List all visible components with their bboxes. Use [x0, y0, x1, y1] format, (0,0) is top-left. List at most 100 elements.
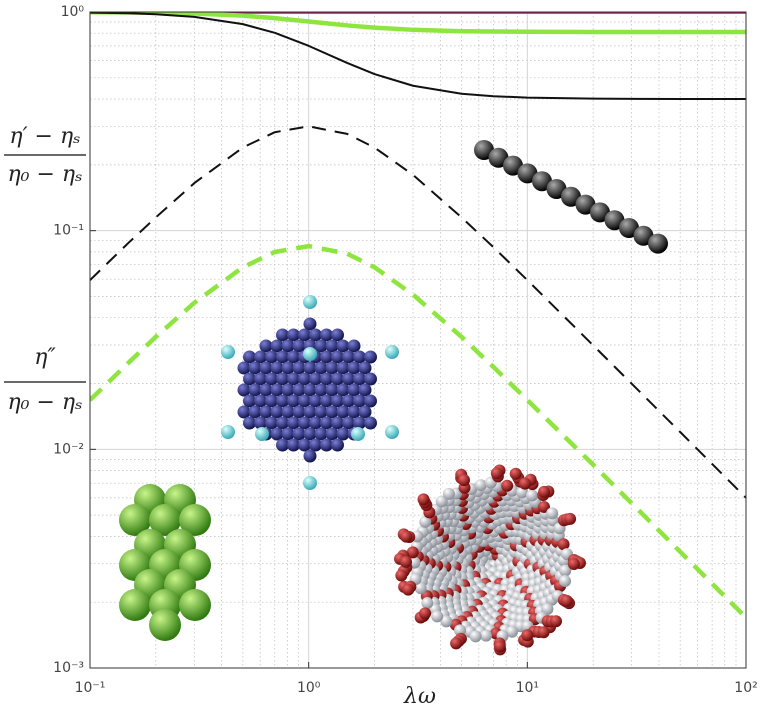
sphere [303, 347, 317, 361]
sphere [358, 361, 372, 375]
sphere [400, 530, 413, 543]
sphere [474, 479, 487, 492]
sphere [314, 339, 328, 353]
sphere [309, 438, 322, 452]
sphere [417, 493, 430, 506]
sphere [221, 425, 235, 439]
sphere [298, 394, 311, 408]
sphere [331, 416, 344, 430]
sphere [303, 317, 317, 331]
sphere [325, 405, 339, 419]
sphere [342, 416, 355, 430]
sphere [353, 350, 366, 364]
sphere [395, 569, 408, 582]
sphere [325, 361, 339, 375]
sphere [353, 394, 366, 408]
sphere [254, 394, 267, 408]
sphere [325, 339, 339, 353]
sphere [270, 383, 284, 397]
sphere [254, 372, 267, 386]
sphere [400, 555, 413, 568]
sphere [537, 626, 550, 639]
sphere [254, 350, 267, 364]
sphere [281, 405, 295, 419]
sphere [364, 416, 377, 430]
line-series [90, 12, 746, 35]
y-label-upper-numerator: η′ − ηₛ [9, 124, 80, 149]
line-series [90, 125, 746, 499]
sphere [537, 500, 550, 513]
sphere [406, 546, 419, 559]
sphere [281, 383, 295, 397]
sphere [506, 625, 519, 638]
sphere [149, 609, 181, 641]
sphere [521, 629, 534, 642]
sphere [480, 629, 493, 642]
sphere [364, 394, 377, 408]
sphere [320, 394, 333, 408]
sphere [353, 372, 366, 386]
sphere [546, 507, 559, 520]
sphere [298, 372, 311, 386]
sphere [303, 295, 317, 309]
sphere [303, 449, 317, 463]
sphere [276, 350, 289, 364]
sphere [314, 405, 328, 419]
sphere [385, 345, 399, 359]
sphere [501, 479, 514, 492]
y-tick-label: 10⁰ [61, 4, 85, 20]
sphere [320, 372, 333, 386]
sphere [342, 394, 355, 408]
sphere [331, 394, 344, 408]
sphere [270, 361, 284, 375]
sphere [265, 372, 278, 386]
sphere [248, 361, 262, 375]
sphere [559, 575, 572, 588]
sphere [292, 361, 306, 375]
x-tick-label: 10⁻¹ [75, 680, 106, 696]
sphere [255, 427, 269, 441]
sphere [538, 485, 551, 498]
sphere [265, 394, 278, 408]
sphere [457, 474, 470, 487]
sphere [336, 405, 350, 419]
y-tick-label: 10⁻² [53, 441, 84, 457]
sphere [431, 610, 444, 623]
sphere [179, 589, 211, 621]
sphere [243, 394, 256, 408]
sphere [557, 538, 570, 551]
sphere [331, 350, 344, 364]
sphere [287, 416, 300, 430]
sphere [331, 372, 344, 386]
sphere [287, 438, 300, 452]
sphere [287, 350, 300, 364]
sphere [314, 383, 328, 397]
sphere [298, 328, 311, 342]
sphere [648, 233, 668, 254]
sphere [442, 487, 455, 500]
sphere [320, 416, 333, 430]
sphere [292, 339, 306, 353]
sphere [402, 583, 415, 596]
plot-area [89, 11, 747, 669]
sphere [303, 361, 317, 375]
sphere [259, 339, 273, 353]
sphere [237, 383, 251, 397]
sphere [549, 615, 562, 628]
sphere [509, 467, 522, 480]
sphere [320, 350, 333, 364]
sphere [298, 438, 311, 452]
sphere [281, 339, 295, 353]
sphere [419, 515, 432, 528]
sphere [325, 427, 339, 441]
sphere [119, 504, 151, 536]
line-series [90, 12, 746, 101]
sphere [347, 383, 361, 397]
sphere [331, 438, 344, 452]
sphere [541, 603, 554, 616]
sphere [237, 361, 251, 375]
sphere [336, 361, 350, 375]
sphere [309, 416, 322, 430]
y-label-lower-numerator: η″ [34, 345, 56, 370]
sphere [179, 504, 211, 536]
